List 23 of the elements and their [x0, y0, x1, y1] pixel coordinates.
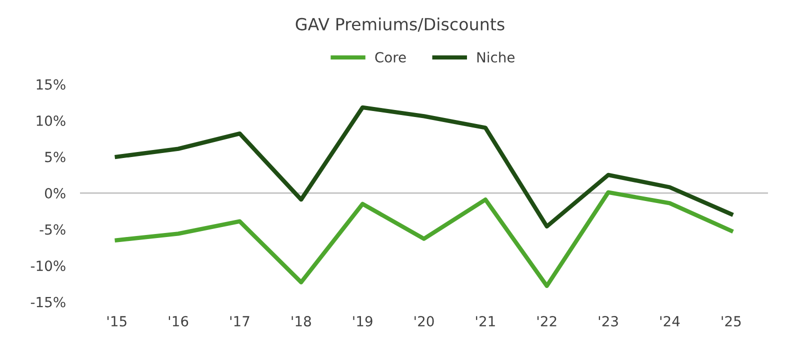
legend-label: Niche: [477, 52, 514, 63]
x-tick-label: '23: [598, 316, 618, 326]
y-tick-label: -5%: [40, 224, 66, 235]
x-tick-label: '22: [537, 316, 556, 326]
x-tick-label: '25: [722, 316, 741, 326]
x-tick-label: '19: [353, 316, 372, 326]
line-series: [114, 105, 734, 229]
y-tick-label: 10%: [36, 115, 66, 126]
line-series: [114, 190, 734, 288]
x-tick-label: '18: [292, 316, 311, 326]
y-tick-label: 15%: [36, 79, 66, 90]
y-tick-label: -15%: [30, 296, 66, 308]
x-tick-label: '16: [168, 316, 188, 326]
x-tick-label: '24: [660, 316, 680, 326]
x-tick-label: '21: [476, 316, 495, 326]
x-tick-label: '17: [230, 316, 250, 326]
y-tick-label: -10%: [30, 260, 66, 272]
y-tick-label: 0%: [44, 188, 66, 199]
chart-title: GAV Premiums/Discounts: [296, 18, 504, 32]
x-tick-label: '20: [414, 316, 434, 326]
legend-label: Core: [375, 52, 406, 63]
y-tick-label: 5%: [45, 152, 66, 162]
x-tick-label: '15: [107, 316, 126, 326]
